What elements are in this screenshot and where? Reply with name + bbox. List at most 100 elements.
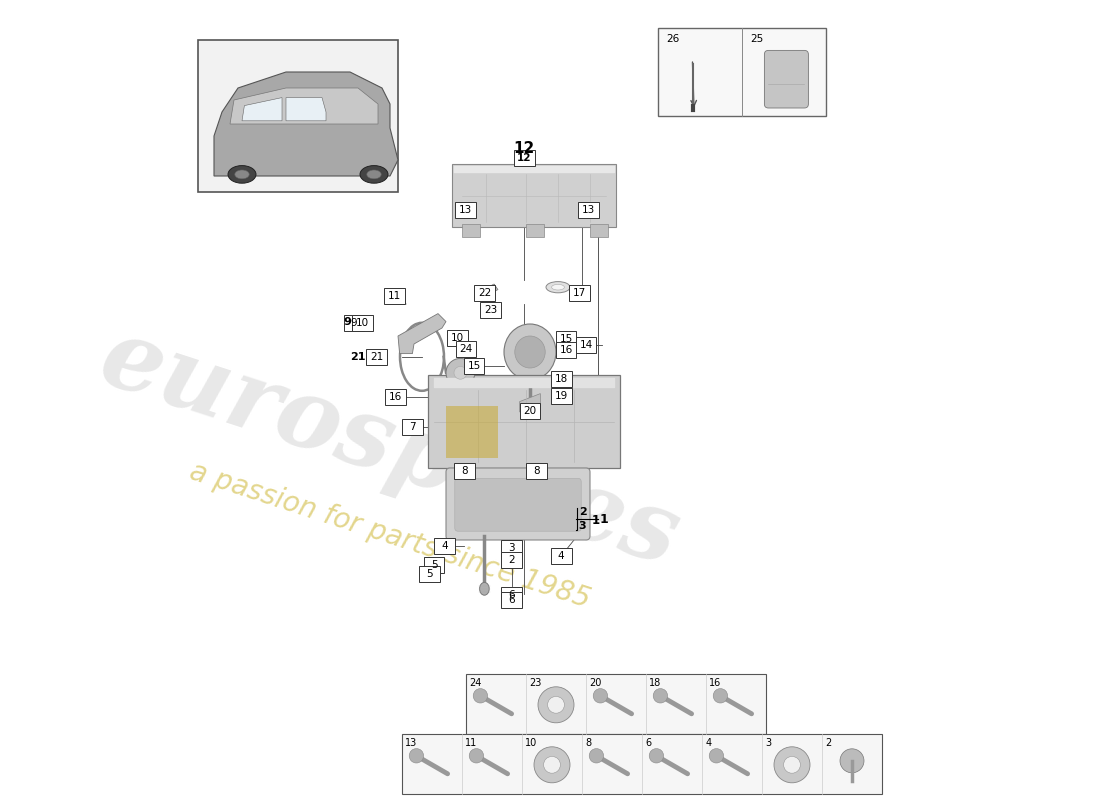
Bar (352, 315, 373, 331)
Text: 1: 1 (592, 514, 600, 526)
Text: 2: 2 (508, 555, 515, 565)
Circle shape (840, 749, 864, 773)
Text: 7: 7 (409, 422, 416, 432)
Text: 13: 13 (459, 205, 472, 214)
Bar (198, 40, 398, 192)
Text: 20: 20 (524, 406, 537, 416)
Text: 11: 11 (388, 291, 401, 301)
Ellipse shape (515, 336, 546, 368)
Circle shape (473, 689, 487, 703)
Text: 5: 5 (431, 560, 438, 570)
Text: 12: 12 (514, 141, 535, 156)
Ellipse shape (360, 166, 388, 183)
Ellipse shape (480, 582, 490, 595)
Text: 21: 21 (351, 352, 366, 362)
Bar (526, 224, 543, 237)
Text: 9: 9 (343, 318, 352, 327)
Polygon shape (214, 72, 398, 176)
Circle shape (774, 747, 810, 782)
Circle shape (783, 757, 801, 773)
Ellipse shape (546, 282, 570, 293)
Polygon shape (242, 98, 282, 121)
Text: 4: 4 (441, 541, 448, 550)
Circle shape (538, 686, 574, 723)
Text: 5: 5 (426, 569, 432, 578)
Text: 16: 16 (710, 678, 722, 688)
Circle shape (649, 749, 663, 763)
Text: 3: 3 (766, 738, 771, 747)
Bar (384, 288, 405, 304)
Circle shape (543, 757, 560, 773)
Bar (502, 587, 522, 603)
Bar (402, 734, 882, 794)
Bar (514, 150, 535, 166)
Bar (575, 337, 596, 353)
Circle shape (409, 749, 424, 763)
FancyBboxPatch shape (428, 375, 620, 468)
Polygon shape (286, 98, 326, 121)
Bar (366, 349, 387, 365)
Text: 23: 23 (529, 678, 541, 688)
Ellipse shape (504, 324, 556, 380)
Text: a passion for parts since 1985: a passion for parts since 1985 (186, 458, 594, 614)
Bar (385, 389, 406, 405)
Text: 8: 8 (534, 466, 540, 476)
Text: 19: 19 (554, 391, 568, 401)
Text: 15: 15 (468, 361, 481, 370)
Bar (556, 342, 576, 358)
Text: 13: 13 (405, 738, 418, 747)
Text: 25: 25 (750, 34, 763, 43)
FancyBboxPatch shape (454, 478, 581, 531)
Circle shape (653, 689, 668, 703)
Bar (658, 28, 826, 116)
Polygon shape (398, 314, 446, 354)
Text: 8: 8 (585, 738, 592, 747)
Text: 16: 16 (560, 346, 573, 355)
Text: 23: 23 (484, 306, 497, 315)
Text: 15: 15 (560, 334, 573, 344)
Text: 3: 3 (579, 521, 586, 530)
Text: 10: 10 (525, 738, 538, 747)
Circle shape (593, 689, 607, 703)
Text: 8: 8 (461, 466, 468, 476)
FancyBboxPatch shape (764, 50, 808, 108)
Text: 9: 9 (351, 318, 358, 328)
Text: 4: 4 (558, 551, 564, 561)
Bar (462, 224, 480, 237)
Text: 24: 24 (470, 678, 482, 688)
Text: 18: 18 (649, 678, 661, 688)
Bar (556, 331, 576, 347)
Polygon shape (519, 394, 540, 412)
Text: 3: 3 (508, 543, 515, 553)
FancyBboxPatch shape (446, 468, 590, 540)
Bar (526, 463, 547, 479)
Bar (578, 202, 598, 218)
Bar (402, 419, 422, 435)
Text: 22: 22 (477, 288, 491, 298)
Text: eurospares: eurospares (89, 310, 691, 586)
Circle shape (590, 749, 604, 763)
Text: 26: 26 (666, 34, 680, 43)
Text: 6: 6 (508, 595, 515, 605)
Text: 16: 16 (389, 392, 403, 402)
Bar (551, 548, 572, 564)
Bar (434, 538, 454, 554)
Bar (502, 592, 522, 608)
Text: 11: 11 (465, 738, 477, 747)
Bar (447, 330, 468, 346)
Text: 24: 24 (460, 344, 473, 354)
Circle shape (446, 358, 475, 387)
Text: 21: 21 (370, 352, 383, 362)
Polygon shape (230, 88, 378, 124)
Bar (419, 566, 440, 582)
Circle shape (454, 366, 466, 379)
FancyBboxPatch shape (452, 164, 616, 227)
Bar (519, 403, 540, 419)
Circle shape (713, 689, 727, 703)
Text: 20: 20 (590, 678, 602, 688)
Text: 6: 6 (646, 738, 651, 747)
Polygon shape (482, 284, 498, 296)
Text: 1: 1 (600, 513, 608, 526)
Bar (481, 302, 502, 318)
Text: 2: 2 (825, 738, 832, 747)
